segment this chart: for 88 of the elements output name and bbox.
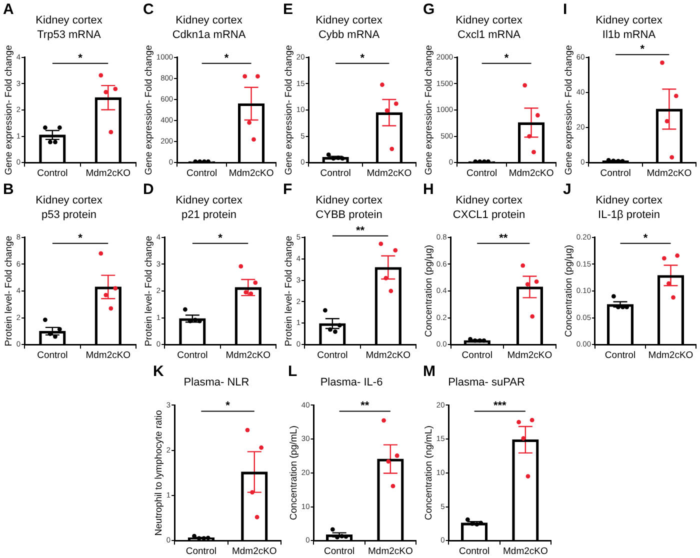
annotation: *** — [493, 400, 508, 412]
x-tick-label: Mdm2cKO — [503, 546, 548, 557]
chart-subtitle: Cybb mRNA — [318, 28, 380, 41]
x-tick-label: Control — [458, 546, 490, 557]
x-tick-label: Mdm2cKO — [86, 350, 131, 361]
x-tick-label: Mdm2cKO — [232, 546, 277, 557]
text: * — [640, 44, 646, 56]
text: E — [283, 1, 294, 18]
chart-title: Kidney cortex — [596, 14, 663, 27]
chart-title: Kidney cortex — [36, 194, 103, 207]
y-axis-title: Protein level- Fold change — [143, 236, 154, 346]
text: I — [563, 1, 568, 18]
chart-subtitle: Il1b mRNA — [602, 28, 656, 41]
annotation: * — [504, 52, 510, 64]
chart-subtitle: CYBB protein — [316, 208, 382, 221]
text: L — [288, 363, 298, 380]
y-axis-title: Concentration (ng/mL) — [423, 426, 434, 520]
x-tick-label: Control — [324, 546, 355, 557]
annotation: * — [643, 232, 648, 244]
annotation: * — [360, 52, 366, 64]
x-tick-label: Control — [37, 350, 68, 361]
chart-title: Kidney cortex — [456, 194, 523, 207]
x-tick-label: Control — [466, 168, 498, 179]
chart-subtitle: p53 protein — [41, 208, 97, 221]
text: K — [153, 363, 164, 380]
x-tick-label: Mdm2cKO — [508, 168, 554, 179]
chart-subtitle: Trp53 mRNA — [37, 28, 102, 41]
x-tick-label: Mdm2cKO — [507, 350, 552, 361]
y-axis-title: Gene expression- Fold change — [563, 45, 574, 175]
annotation: * — [78, 232, 84, 244]
text: C — [143, 1, 154, 18]
y-axis-title: Gene expression- Fold change — [143, 45, 154, 175]
x-tick-label: Mdm2cKO — [646, 168, 692, 179]
x-tick-label: Control — [186, 168, 218, 179]
annotation: * — [78, 52, 84, 64]
chart-title: Kidney cortex — [36, 14, 103, 27]
x-tick-label: Mdm2cKO — [226, 350, 271, 361]
annotation: * — [218, 232, 224, 244]
y-axis-title: Gene expression- Fold change — [3, 45, 14, 175]
x-tick-label: Control — [37, 168, 68, 179]
x-tick-label: Control — [186, 546, 216, 557]
text: B — [3, 181, 14, 198]
x-tick-label: Control — [320, 168, 351, 179]
x-tick-label: Control — [604, 350, 636, 361]
chart-title: Kidney cortex — [316, 194, 383, 207]
x-tick-label: Mdm2cKO — [366, 350, 411, 361]
x-tick-label: Mdm2cKO — [648, 350, 694, 361]
y-axis-title: Concentration (pg/µg) — [563, 244, 574, 338]
x-tick-label: Mdm2cKO — [228, 168, 274, 179]
y-axis-title: Concentration (pg/µg) — [423, 244, 434, 338]
chart-title: Kidney cortex — [176, 14, 243, 27]
chart-title: Kidney cortex — [176, 194, 243, 207]
chart-title: Plasma- suPAR — [448, 376, 525, 389]
y-axis-title: Protein level- Fold change — [3, 236, 14, 346]
chart-subtitle: CXCL1 protein — [452, 208, 526, 221]
chart-subtitle: Cdkn1a mRNA — [172, 28, 246, 41]
text: M — [423, 363, 436, 380]
annotation: ** — [360, 400, 370, 412]
annotation: * — [226, 400, 231, 412]
chart-title: Plasma- IL-6 — [320, 376, 383, 389]
chart-title: Kidney cortex — [456, 14, 523, 27]
y-axis-title: Neutrophil to lymphocyte ratio — [153, 410, 164, 536]
text: J — [563, 181, 572, 198]
text: H — [423, 181, 434, 198]
y-axis-title: Gene expression- Fold change — [423, 45, 434, 175]
x-tick-label: Control — [177, 350, 208, 361]
text: ** — [356, 224, 366, 237]
x-tick-label: Mdm2cKO — [368, 546, 413, 557]
x-tick-label: Mdm2cKO — [366, 168, 412, 179]
chart-title: Kidney cortex — [316, 14, 383, 27]
x-tick-label: Control — [600, 168, 631, 179]
x-tick-label: Control — [317, 350, 348, 361]
x-tick-label: Control — [462, 350, 492, 361]
chart-subtitle: p21 protein — [181, 208, 237, 221]
annotation: * — [224, 52, 230, 64]
y-axis-title: Protein level- Fold change — [283, 236, 294, 346]
x-tick-label: Mdm2cKO — [86, 168, 131, 179]
chart-subtitle: IL-1β protein — [598, 208, 660, 221]
y-axis-title: Gene expression- Fold change — [283, 45, 294, 175]
text: G — [423, 1, 435, 18]
text: A — [3, 1, 14, 18]
chart-title: Kidney cortex — [596, 194, 663, 207]
text: D — [143, 181, 154, 198]
y-axis-title: Concentration (pg/mL) — [288, 426, 300, 520]
annotation: ** — [499, 232, 508, 244]
chart-subtitle: Cxcl1 mRNA — [458, 28, 522, 41]
text: F — [283, 181, 292, 198]
chart-title: Plasma- NLR — [184, 376, 250, 389]
